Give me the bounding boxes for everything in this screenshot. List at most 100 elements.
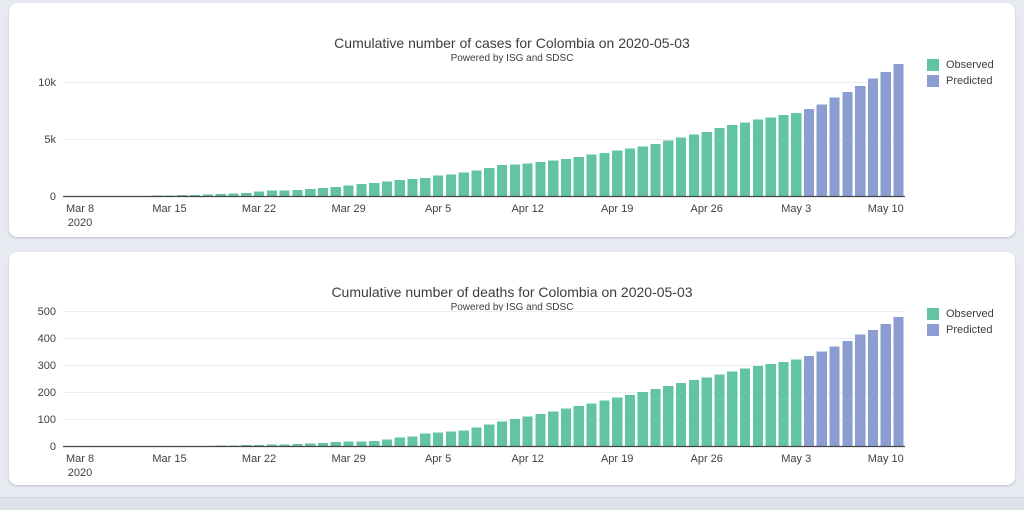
bar-observed[interactable]	[471, 170, 482, 196]
bar-observed[interactable]	[727, 371, 738, 447]
bar-predicted[interactable]	[842, 91, 853, 196]
bar-predicted[interactable]	[816, 104, 827, 196]
bar-observed[interactable]	[586, 154, 597, 196]
bar-predicted[interactable]	[880, 71, 891, 196]
bar-observed[interactable]	[381, 439, 393, 447]
bar-observed[interactable]	[637, 392, 648, 446]
bar-observed[interactable]	[305, 443, 316, 446]
bar-observed[interactable]	[791, 359, 802, 446]
bar-observed[interactable]	[292, 189, 303, 196]
bar-observed[interactable]	[484, 167, 495, 196]
bar-observed[interactable]	[778, 115, 789, 196]
bar-observed[interactable]	[356, 441, 367, 446]
bar-observed[interactable]	[471, 427, 482, 446]
bar-observed[interactable]	[599, 400, 610, 446]
bar-observed[interactable]	[164, 195, 175, 196]
bar-observed[interactable]	[509, 164, 520, 196]
bar-observed[interactable]	[254, 444, 265, 446]
bar-observed[interactable]	[688, 134, 699, 196]
bar-observed[interactable]	[254, 191, 265, 196]
bar-observed[interactable]	[394, 180, 405, 196]
bar-observed[interactable]	[752, 366, 763, 446]
bar-observed[interactable]	[190, 194, 201, 196]
bar-observed[interactable]	[420, 433, 431, 446]
bar-predicted[interactable]	[893, 317, 904, 446]
bar-observed[interactable]	[228, 193, 239, 196]
bar-observed[interactable]	[484, 424, 495, 446]
bar-predicted[interactable]	[842, 341, 853, 446]
bar-observed[interactable]	[663, 140, 674, 196]
bar-observed[interactable]	[740, 368, 751, 447]
legend-item-predicted[interactable]: Predicted	[927, 75, 994, 87]
bar-observed[interactable]	[509, 419, 520, 446]
bar-observed[interactable]	[394, 437, 405, 446]
bar-observed[interactable]	[676, 383, 687, 446]
bar-predicted[interactable]	[803, 108, 815, 196]
bar-observed[interactable]	[560, 408, 572, 446]
bar-observed[interactable]	[522, 163, 533, 197]
bar-observed[interactable]	[701, 377, 712, 446]
bar-observed[interactable]	[407, 436, 418, 447]
bar-observed[interactable]	[433, 432, 444, 447]
bar-observed[interactable]	[381, 181, 393, 196]
bar-observed[interactable]	[612, 397, 623, 446]
bar-observed[interactable]	[433, 175, 444, 196]
bar-observed[interactable]	[420, 178, 431, 196]
bar-observed[interactable]	[650, 144, 661, 196]
bar-predicted[interactable]	[855, 334, 866, 447]
bar-predicted[interactable]	[867, 329, 879, 446]
bar-observed[interactable]	[458, 172, 469, 196]
bar-observed[interactable]	[279, 444, 290, 446]
bar-observed[interactable]	[765, 117, 776, 196]
bar-observed[interactable]	[266, 444, 277, 447]
bar-observed[interactable]	[215, 193, 226, 196]
deaths-plot-area[interactable]: 0 100 200 300 400 500 Mar 8 2020 Mar 15 Mar 22 Mar…	[9, 252, 1015, 485]
bar-observed[interactable]	[637, 146, 648, 196]
legend-item-observed[interactable]: Observed	[927, 308, 994, 320]
bar-observed[interactable]	[573, 156, 584, 196]
bar-observed[interactable]	[202, 194, 213, 197]
bar-observed[interactable]	[573, 405, 584, 446]
bar-observed[interactable]	[714, 128, 725, 196]
bar-observed[interactable]	[241, 445, 252, 446]
legend-item-observed[interactable]: Observed	[927, 59, 994, 71]
bar-observed[interactable]	[688, 380, 699, 446]
bar-observed[interactable]	[535, 162, 546, 196]
legend-item-predicted[interactable]: Predicted	[927, 324, 994, 336]
bar-observed[interactable]	[279, 190, 290, 196]
bar-observed[interactable]	[356, 183, 367, 196]
bar-observed[interactable]	[497, 165, 508, 196]
bar-observed[interactable]	[215, 445, 226, 447]
bar-observed[interactable]	[407, 179, 418, 196]
bar-predicted[interactable]	[855, 86, 866, 196]
bar-observed[interactable]	[317, 442, 329, 446]
bar-observed[interactable]	[497, 421, 508, 446]
bar-observed[interactable]	[330, 442, 341, 446]
bar-predicted[interactable]	[893, 64, 904, 196]
bar-observed[interactable]	[791, 113, 802, 196]
cases-plot-area[interactable]: 0 5k 10k Mar 8 2020 Mar 15 Mar 22 Mar 29 Apr 5 Ap…	[9, 3, 1015, 237]
bar-observed[interactable]	[292, 444, 303, 446]
bar-observed[interactable]	[663, 386, 674, 446]
bar-observed[interactable]	[317, 188, 329, 196]
bar-observed[interactable]	[445, 431, 456, 446]
bar-observed[interactable]	[676, 137, 687, 196]
bar-observed[interactable]	[458, 430, 469, 446]
bar-observed[interactable]	[740, 122, 751, 196]
bar-observed[interactable]	[343, 441, 354, 446]
bar-observed[interactable]	[330, 186, 341, 196]
bar-observed[interactable]	[548, 160, 559, 196]
bar-observed[interactable]	[586, 403, 597, 446]
bar-observed[interactable]	[241, 192, 252, 196]
bar-observed[interactable]	[369, 440, 380, 446]
bar-observed[interactable]	[548, 411, 559, 446]
bar-observed[interactable]	[778, 362, 789, 446]
bar-observed[interactable]	[727, 125, 738, 196]
bar-observed[interactable]	[445, 174, 456, 196]
bar-observed[interactable]	[752, 119, 763, 197]
bar-observed[interactable]	[177, 194, 188, 196]
bar-predicted[interactable]	[829, 97, 840, 196]
bar-observed[interactable]	[624, 395, 636, 446]
bar-observed[interactable]	[599, 152, 610, 196]
bar-observed[interactable]	[522, 416, 533, 446]
